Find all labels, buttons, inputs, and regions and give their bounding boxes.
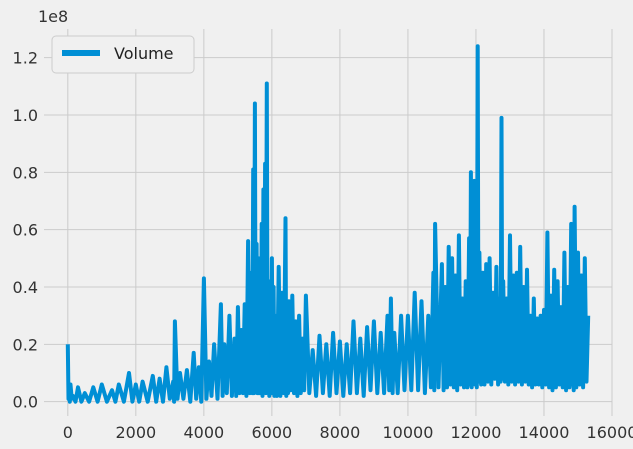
series-volume <box>65 44 591 404</box>
y-axis-offset-label: 1e8 <box>38 7 68 26</box>
x-tick-label-1: 2000 <box>115 423 156 442</box>
x-tick-label-4: 8000 <box>320 423 361 442</box>
x-tick-label-2: 4000 <box>183 423 224 442</box>
series-line-volume <box>65 44 591 404</box>
y-tick-label-4: 0.8 <box>13 163 38 182</box>
y-tick-label-2: 0.4 <box>13 278 38 297</box>
x-tick-label-6: 12000 <box>450 423 501 442</box>
x-tick-label-5: 10000 <box>382 423 433 442</box>
legend-label-volume: Volume <box>114 44 174 63</box>
x-tick-label-8: 16000 <box>587 423 633 442</box>
x-tick-label-7: 14000 <box>519 423 570 442</box>
y-tick-label-0: 0.0 <box>13 393 38 412</box>
legend: Volume <box>51 35 195 74</box>
legend-box <box>51 35 195 74</box>
y-tick-label-3: 0.6 <box>13 221 38 240</box>
axis-tick-labels: 0 2000 4000 6000 8000 10000 12000 14000 16000 0.0… <box>13 49 633 442</box>
y-tick-label-1: 0.2 <box>13 335 38 354</box>
y-tick-label-5: 1.0 <box>13 106 38 125</box>
y-tick-label-6: 1.2 <box>13 49 38 68</box>
x-tick-label-3: 6000 <box>252 423 293 442</box>
x-tick-label-0: 0 <box>63 423 73 442</box>
